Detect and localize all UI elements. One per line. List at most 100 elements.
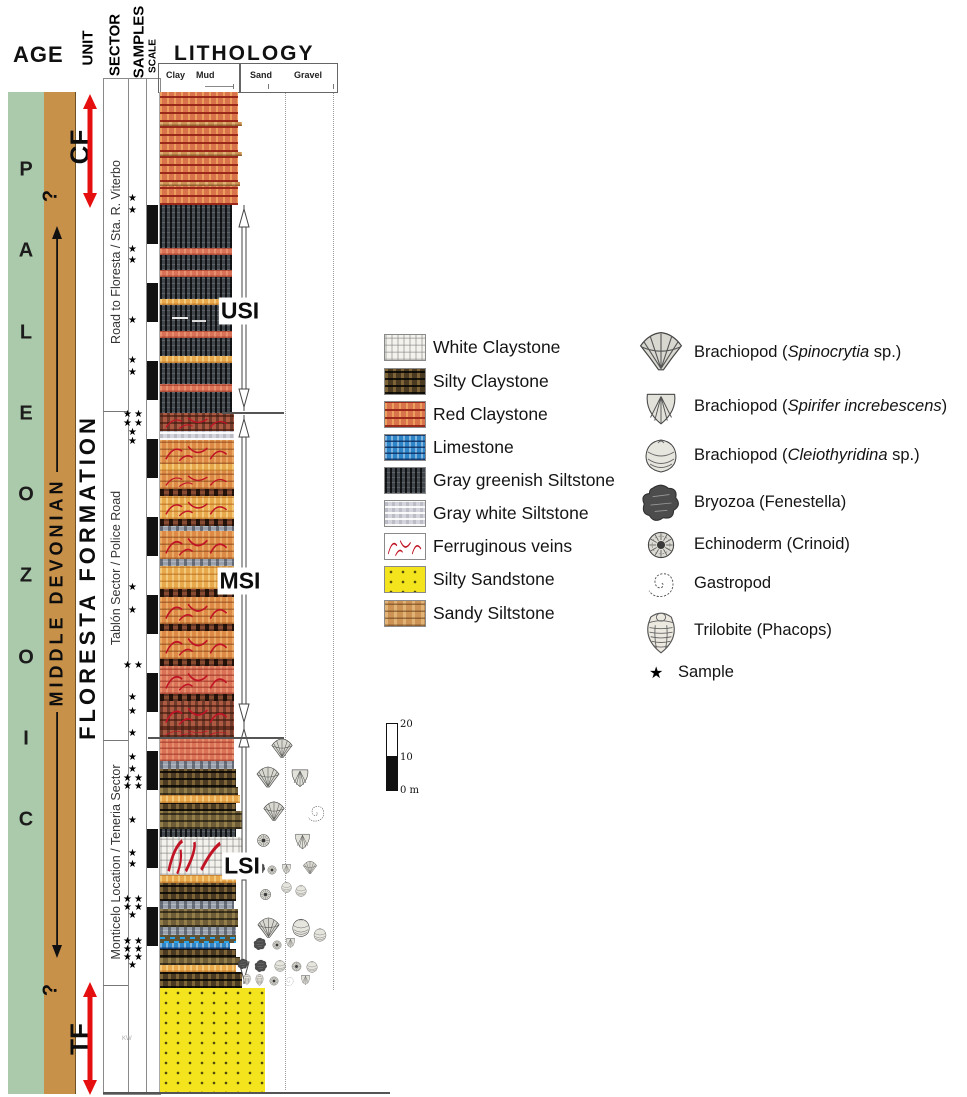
lithology-bed-olive <box>160 909 238 927</box>
scale-bar-segment <box>147 907 158 946</box>
fossil-legend-label: Brachiopod (Spirifer increbescens) <box>694 397 947 416</box>
fossil-legend-label: Brachiopod (Spinocrytia sp.) <box>694 343 901 362</box>
legend-swatch-silty-clay <box>384 368 426 395</box>
fossil-occurrence-spinocrytia <box>270 737 294 761</box>
fossil-symbol-cleiothyridina-icon <box>274 960 286 972</box>
fossil-symbol-cleiothyridina-icon <box>280 881 292 893</box>
sample-star-marker: ★ <box>128 315 137 326</box>
lithology-bed-sandy-yellow <box>160 795 240 803</box>
lithology-bed-sandy-yellow <box>160 299 232 305</box>
legend-swatch-gray-green <box>384 467 426 494</box>
lithology-bed-gray-green <box>160 363 232 384</box>
fossil-symbol-spinocrytia-icon <box>263 801 285 821</box>
fossil-legend-label-part: Echinoderm (Crinoid) <box>694 535 850 553</box>
lithology-bed-silty-clay <box>160 949 236 957</box>
sample-star-marker: ★ <box>134 781 143 792</box>
lithology-bed-dark-dash <box>160 624 234 631</box>
sample-star-marker: ★ <box>128 244 137 255</box>
interval-label-usi: USI <box>218 297 262 325</box>
sample-star-marker: ★ <box>128 193 137 204</box>
fossil-symbol-bryozoa-icon <box>253 937 266 950</box>
fossil-symbol-cleiothyridina-icon <box>645 439 677 473</box>
fossil-legend-icon-spirifer <box>640 386 682 428</box>
fossil-legend-icon-crinoid <box>643 527 679 563</box>
fossil-symbol-spirifer-icon <box>300 974 310 985</box>
samples-column-header: SAMPLES <box>130 5 148 79</box>
sample-star-marker: ★ <box>128 728 137 739</box>
fossil-occurrence-spirifer <box>299 973 312 986</box>
fossil-symbol-spinocrytia-icon <box>256 766 280 788</box>
sample-star-marker: ★ <box>128 605 137 616</box>
lithology-bed-sandy-silt <box>160 182 240 186</box>
sector-label-monticelo: Monticelo Location / Teneria Sector <box>109 764 123 960</box>
lithology-bed-sandy-yellow <box>160 566 234 589</box>
fossil-legend-label: Echinoderm (Crinoid) <box>694 535 850 554</box>
lithology-bed-sandy-orange <box>160 597 234 624</box>
trend-arrow-up-icon <box>238 415 250 572</box>
white-laminae-mark <box>172 317 188 319</box>
paleozoic-era-bar <box>8 92 44 1094</box>
lithology-bed-sandy-orange <box>160 440 234 464</box>
era-letter: O <box>18 483 34 506</box>
fossil-legend-label: Brachiopod (Cleiothyridina sp.) <box>694 446 920 465</box>
legend-label-lithology: Red Claystone <box>433 404 548 424</box>
ferruginous-veins-overlay <box>165 475 228 487</box>
white-laminae-mark <box>192 320 206 322</box>
fossil-symbol-cleiothyridina-icon <box>313 928 327 942</box>
sample-star-marker: ★ <box>123 894 132 905</box>
fossil-symbol-bryozoa-icon <box>237 958 249 970</box>
sample-star-marker: ★ <box>123 936 132 947</box>
legend-label-lithology: White Claystone <box>433 337 561 357</box>
sample-star-marker: ★ <box>123 944 132 955</box>
grain-size-gridline <box>285 93 286 1090</box>
fossil-symbol-crinoid-icon <box>272 940 282 950</box>
fossil-legend-icon-trilobite <box>638 608 684 654</box>
grain-size-sand: Sand <box>250 70 273 80</box>
lithology-bed-gray-white <box>160 431 234 440</box>
lithology-bed-salmon <box>160 666 234 694</box>
scale-bar-segment <box>147 673 158 712</box>
fossil-occurrence-gastropod <box>283 974 295 986</box>
fossil-occurrence-trilobite <box>241 972 253 985</box>
grain-size-mud: Mud <box>196 70 215 80</box>
lithology-bed-dark-dash <box>160 519 234 526</box>
lithology-bed-dark-dash <box>160 694 234 701</box>
era-letter: P <box>19 158 33 181</box>
fossil-symbol-crinoid-icon <box>267 865 277 875</box>
ferruginous-veins-overlay <box>165 603 228 621</box>
lithology-bed-red-clay <box>160 126 238 152</box>
era-letter: I <box>23 727 29 750</box>
grain-size-tick <box>233 84 234 89</box>
sample-star-marker: ★ <box>123 660 132 671</box>
lithology-bed-olive <box>160 787 238 795</box>
sample-star-marker: ★ <box>123 773 132 784</box>
fossil-symbol-crinoid-icon <box>256 833 270 847</box>
ferruginous-veins-overlay <box>165 537 228 556</box>
lithology-bed-white-clay <box>160 837 246 875</box>
scale-bar-segment <box>147 361 158 400</box>
lithology-bed-gray-band <box>160 526 234 531</box>
sample-star-marker: ★ <box>128 582 137 593</box>
sector-divider-1 <box>103 411 128 412</box>
unit-extent-arrow-icon <box>83 94 97 208</box>
scale-key-0m: 0 m <box>400 785 420 796</box>
period-uncertainty-arrow-icon <box>52 712 62 958</box>
ferruginous-veins-overlay <box>167 839 221 875</box>
legend-label-lithology: Silty Claystone <box>433 371 549 391</box>
fossil-occurrence-trilobite <box>253 973 266 986</box>
fossil-legend-icon-gastropod <box>644 567 678 601</box>
interval-label-lsi: LSI <box>222 852 262 880</box>
sample-legend-star-icon: ★ <box>649 665 664 682</box>
fossil-symbol-spinocrytia-icon <box>256 917 280 938</box>
trend-arrow-down-icon <box>238 322 250 411</box>
fossil-symbol-crinoid-icon <box>291 961 301 971</box>
fossil-occurrence-spirifer <box>288 765 312 789</box>
fossil-occurrence-gastropod <box>305 802 327 824</box>
lithology-bed-gray-band <box>160 927 236 935</box>
sample-star-marker: ★ <box>128 205 137 216</box>
fossil-occurrence-crinoid <box>258 887 273 902</box>
lithology-bed-gray-green <box>160 392 232 413</box>
scale-key-upper <box>386 723 398 757</box>
fossil-occurrence-cleiothyridina <box>280 881 293 894</box>
